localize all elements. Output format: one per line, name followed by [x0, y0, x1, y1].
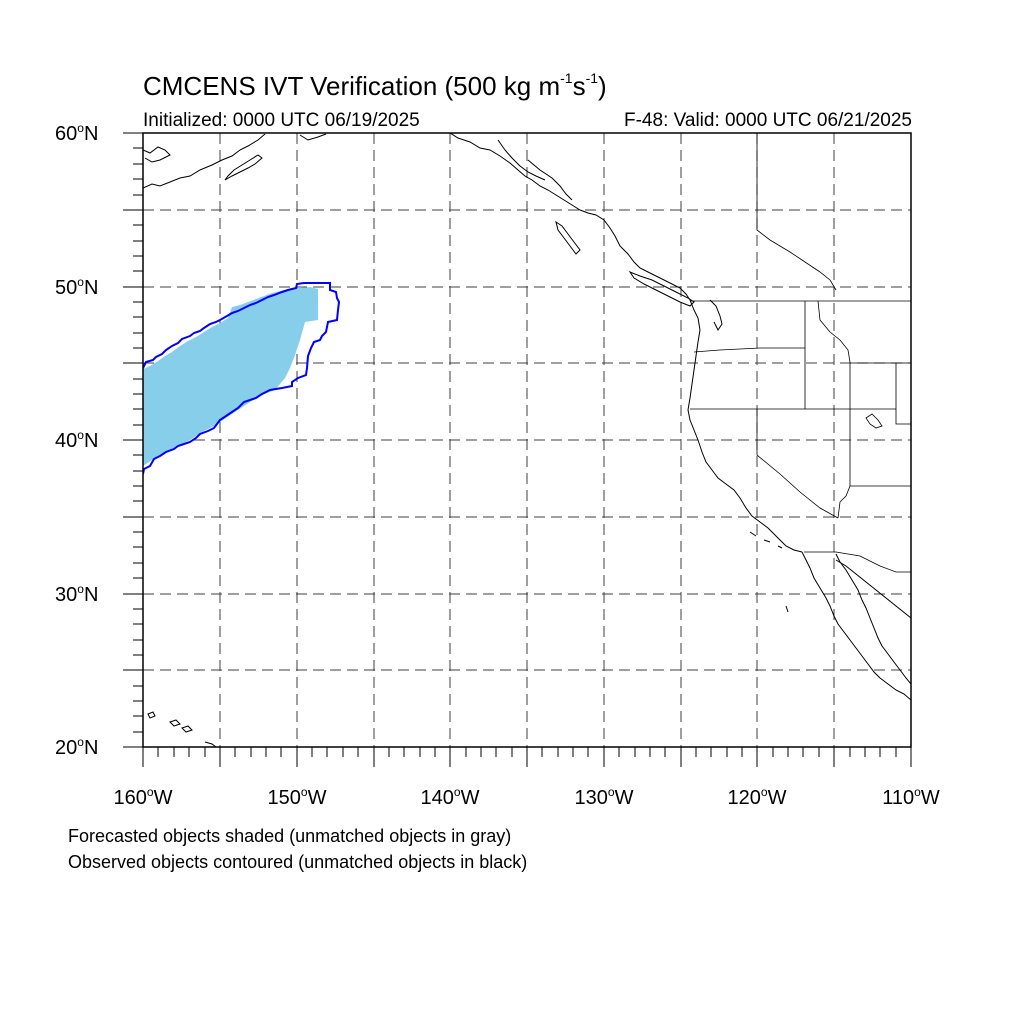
lon-label-150w: 150oW [267, 785, 327, 809]
lat-label-50n: 50oN [55, 275, 99, 299]
lon-label-140w: 140oW [420, 785, 480, 809]
lat-label-60n: 60oN [55, 121, 99, 145]
observed-legend-note: Observed objects contoured (unmatched ob… [68, 852, 528, 872]
coastlines [143, 133, 911, 747]
lon-label-120w: 120oW [727, 785, 787, 809]
init-time-label: Initialized: 0000 UTC 06/19/2025 [143, 110, 420, 131]
lat-label-30n: 30oN [55, 582, 99, 606]
observed-object-contour [143, 282, 341, 475]
tick-marks [123, 132, 912, 767]
political-boundaries [690, 133, 911, 573]
lat-label-20n: 20oN [55, 735, 99, 759]
grid-lines [143, 133, 911, 747]
lat-label-40n: 40oN [55, 428, 99, 452]
valid-time-label: F-48: Valid: 0000 UTC 06/21/2025 [624, 110, 912, 131]
plot-title: CMCENS IVT Verification (500 kg m-1s-1) [143, 70, 607, 101]
lon-label-110w: 110oW [882, 785, 940, 809]
forecast-legend-note: Forecasted objects shaded (unmatched obj… [68, 826, 512, 846]
lon-label-130w: 130oW [574, 785, 634, 809]
forecast-object-shading [143, 287, 318, 466]
lon-label-160w: 160oW [113, 785, 173, 809]
